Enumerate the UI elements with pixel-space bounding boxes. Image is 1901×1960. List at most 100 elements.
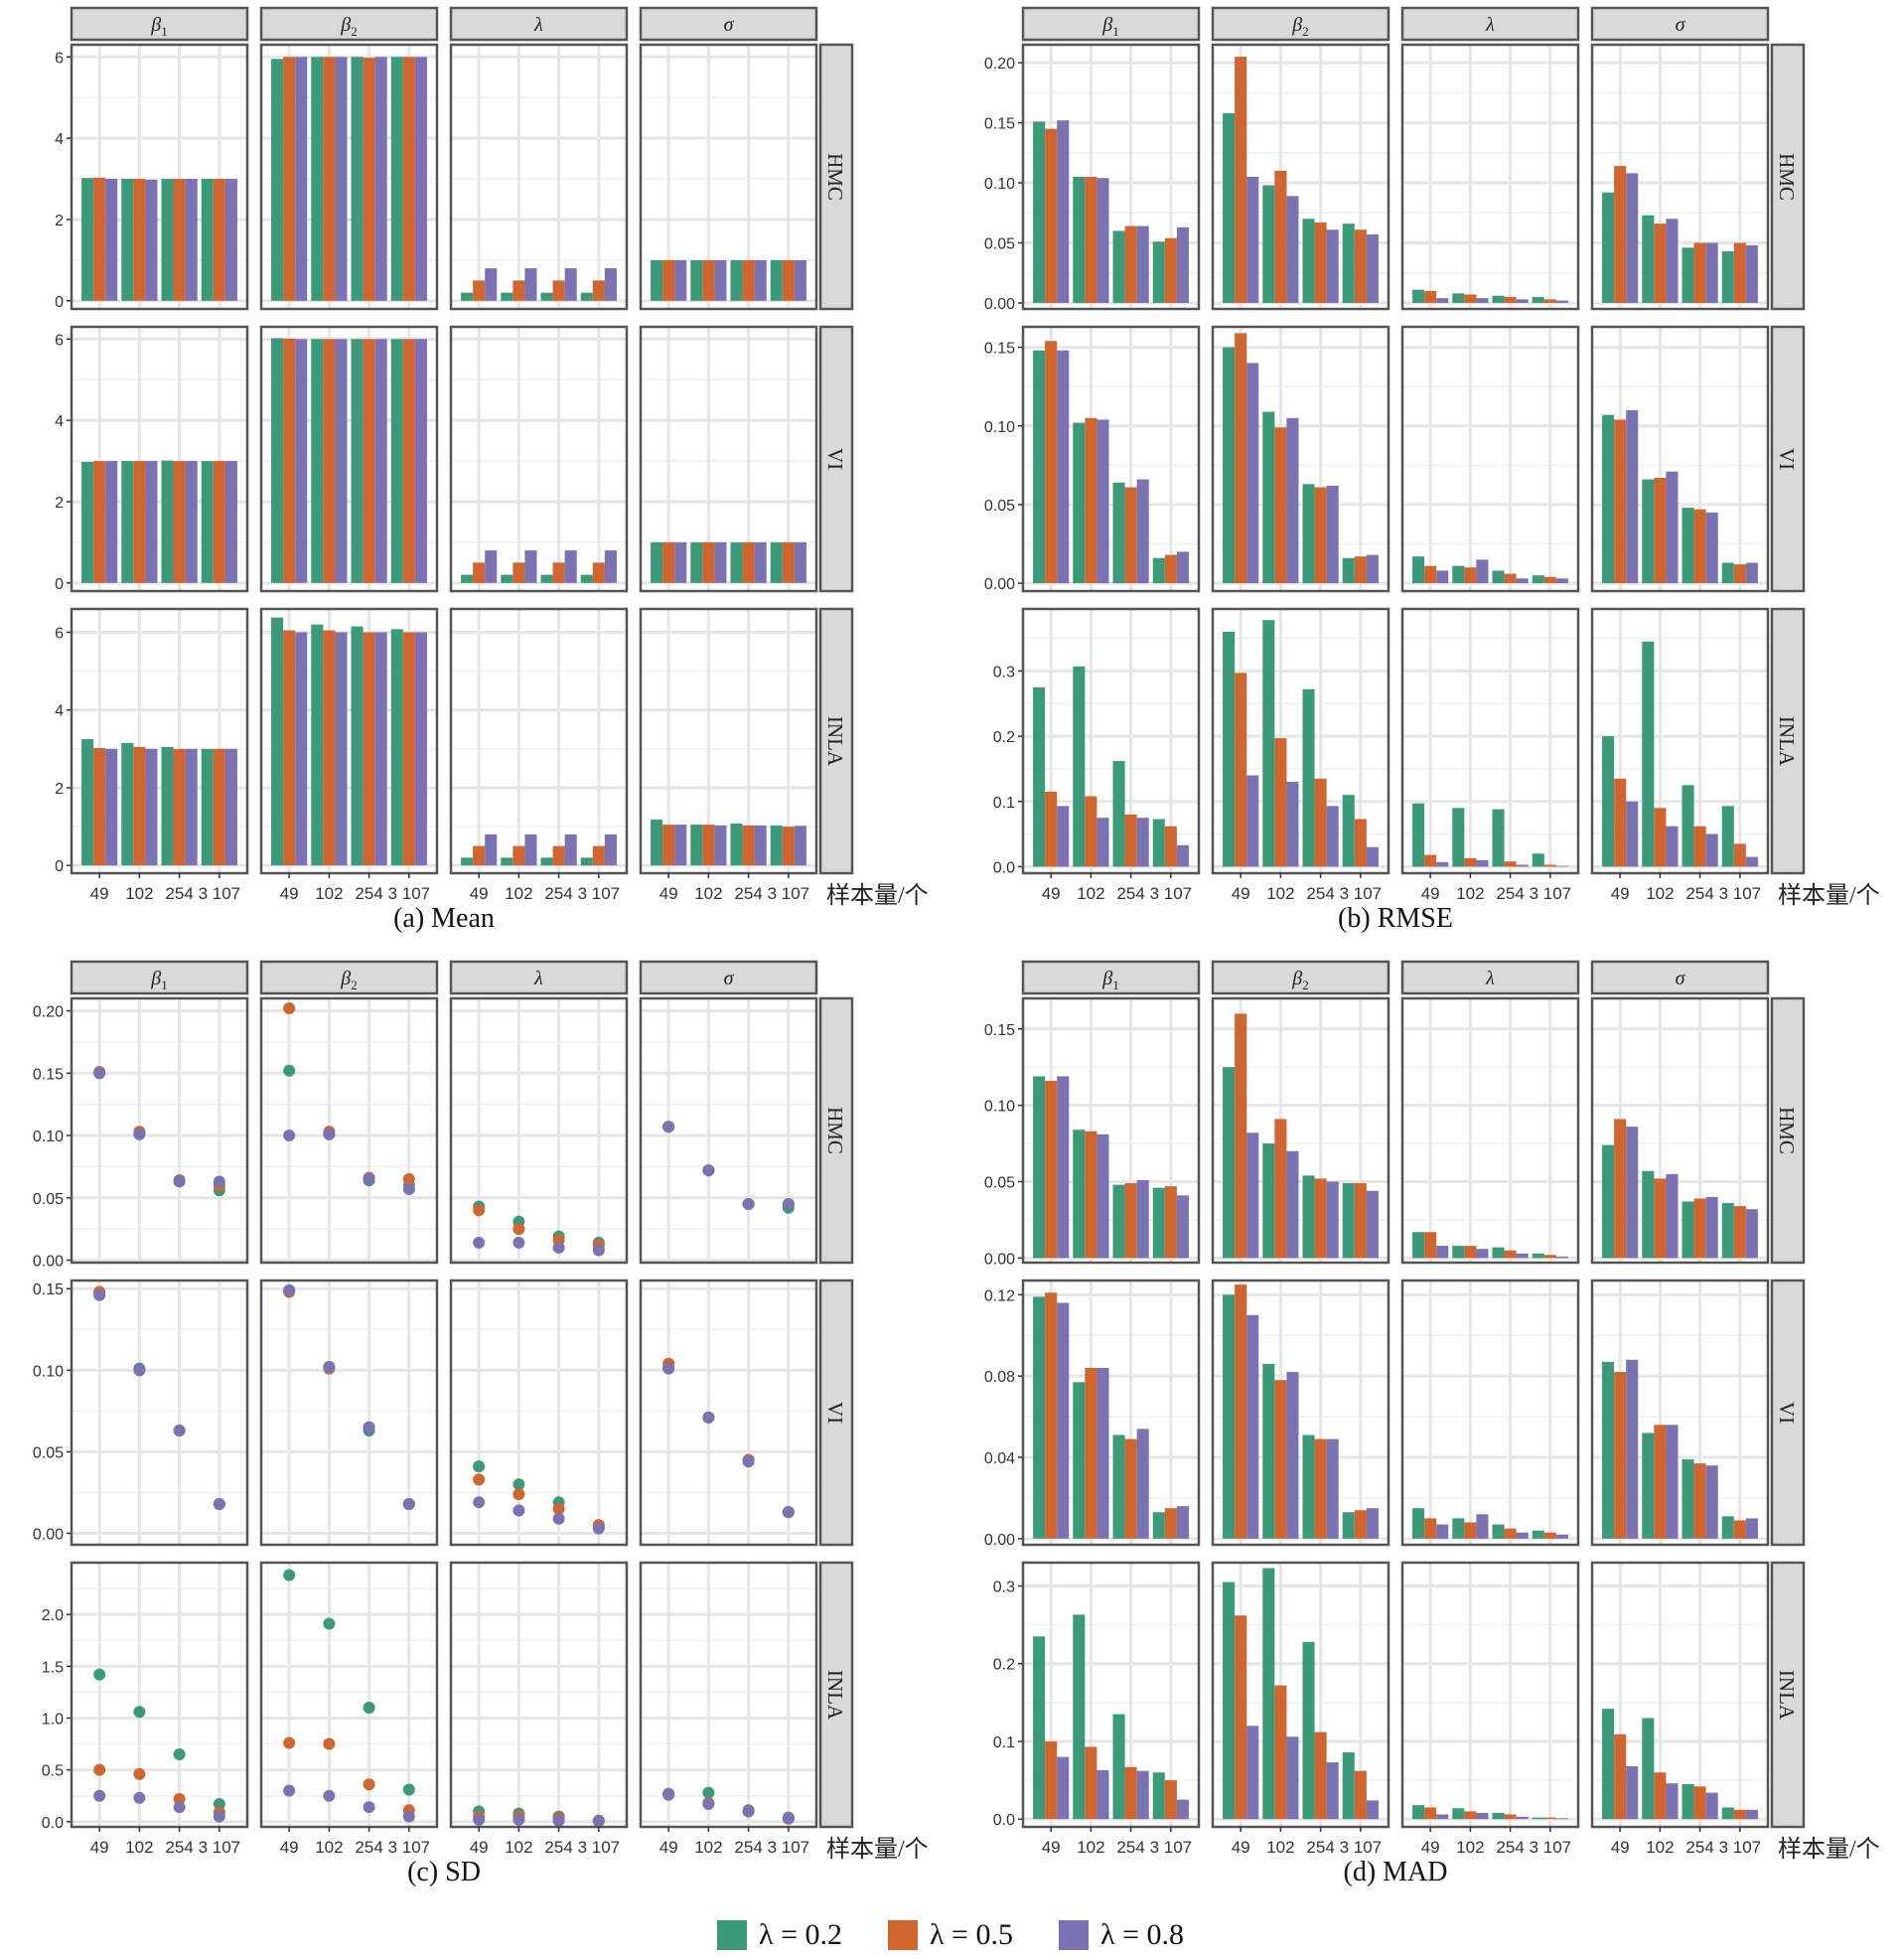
panel-border (70, 43, 249, 311)
y-tick-label: 0.1 (993, 795, 1015, 812)
bar (1262, 185, 1275, 303)
bar (1124, 226, 1137, 303)
row-strip-label: INLA (1775, 716, 1799, 767)
bar (1602, 736, 1615, 867)
bar (335, 339, 348, 583)
bar (1532, 1530, 1544, 1539)
point (133, 1767, 146, 1780)
chart-c: β1 β2 λ σ HMC 0.00 0.05 0.10 0.15 0.20 VI 0.00 0.05 0… (33, 960, 929, 1887)
chart-d: β1 β2 λ σ HMC 0.00 0.05 0.10 0.15 VI 0.00 0.04 0.08 0… (984, 960, 1880, 1887)
bar (651, 259, 663, 301)
bar (374, 632, 387, 866)
bar (1654, 1425, 1667, 1539)
bar (1235, 57, 1247, 303)
point (323, 1617, 336, 1630)
row-strip-label: VI (823, 448, 847, 470)
bar (374, 57, 387, 301)
bar (224, 748, 237, 866)
bar (1452, 1518, 1465, 1539)
bar (1682, 247, 1694, 303)
column-strip-label: β2 (1291, 14, 1308, 39)
bar (1262, 1568, 1275, 1820)
bar (690, 541, 703, 583)
y-tick-label: 0.3 (993, 1579, 1015, 1595)
bar (1235, 1284, 1247, 1539)
bar (714, 825, 727, 866)
panel-border (639, 325, 818, 593)
x-tick-label: 49 (90, 1838, 109, 1857)
bar (1412, 803, 1425, 867)
bar (1492, 1247, 1505, 1259)
point (552, 1512, 565, 1525)
bar (1057, 806, 1070, 867)
bar (323, 630, 336, 866)
x-tick-label: 3 107 (1340, 884, 1383, 903)
x-tick-label: 49 (1421, 1838, 1440, 1857)
bar (742, 259, 755, 301)
y-tick-label: 2 (55, 495, 64, 512)
bar (1693, 509, 1706, 584)
bar (1326, 806, 1339, 867)
bar (1436, 861, 1449, 867)
panel-border (259, 1561, 439, 1829)
bar (1152, 1772, 1165, 1820)
column-strip (1021, 960, 1201, 995)
bar (173, 179, 186, 301)
bar (1073, 422, 1086, 584)
bar (93, 177, 106, 301)
point (363, 1702, 375, 1715)
bar (1223, 347, 1236, 584)
bar (1476, 559, 1489, 584)
bar (1354, 229, 1367, 303)
x-tick-label: 254 (355, 884, 382, 903)
bar (1085, 1131, 1097, 1259)
point (93, 1067, 106, 1080)
row-strip-label: HMC (1775, 153, 1799, 201)
bar (1492, 295, 1505, 303)
panel-border (449, 325, 629, 593)
bar (1176, 1799, 1189, 1820)
bar (1745, 244, 1758, 303)
bar (1164, 1186, 1177, 1259)
point (213, 1798, 225, 1811)
bar (1555, 865, 1568, 867)
bar (1654, 478, 1667, 584)
bar (1354, 556, 1367, 584)
bar (1614, 1734, 1627, 1820)
bar (311, 57, 324, 301)
panel-border (259, 607, 439, 875)
bar (295, 632, 308, 866)
y-tick-label: 0.05 (984, 1175, 1015, 1192)
bar (1152, 557, 1165, 584)
panel-2-2: 49 102 254 3 107 (1400, 607, 1580, 903)
x-tick-label: 3 107 (388, 1838, 431, 1857)
bar (564, 833, 577, 866)
point (512, 1236, 525, 1249)
panel-0-0 (1021, 43, 1201, 311)
column-strip (70, 6, 249, 42)
point (473, 1473, 486, 1486)
panel-border (1400, 607, 1580, 875)
bar (1033, 1636, 1046, 1820)
bar (1626, 1127, 1639, 1259)
bar (1693, 1198, 1706, 1259)
bar (485, 550, 498, 583)
bar (1176, 551, 1189, 584)
bar (580, 574, 593, 583)
point (742, 1805, 755, 1818)
bar (1642, 215, 1655, 303)
y-tick-label: 1.0 (42, 1711, 64, 1728)
bar (1412, 1508, 1425, 1539)
bar (1112, 761, 1125, 867)
bar (1504, 861, 1517, 867)
y-tick-label: 6 (55, 625, 64, 642)
bar (1516, 864, 1529, 867)
bar (674, 259, 687, 301)
bar (1555, 300, 1568, 303)
bar (524, 833, 537, 866)
panel-border (1590, 43, 1770, 311)
bar (540, 857, 553, 866)
bar (1124, 1766, 1137, 1820)
bar (145, 748, 158, 866)
